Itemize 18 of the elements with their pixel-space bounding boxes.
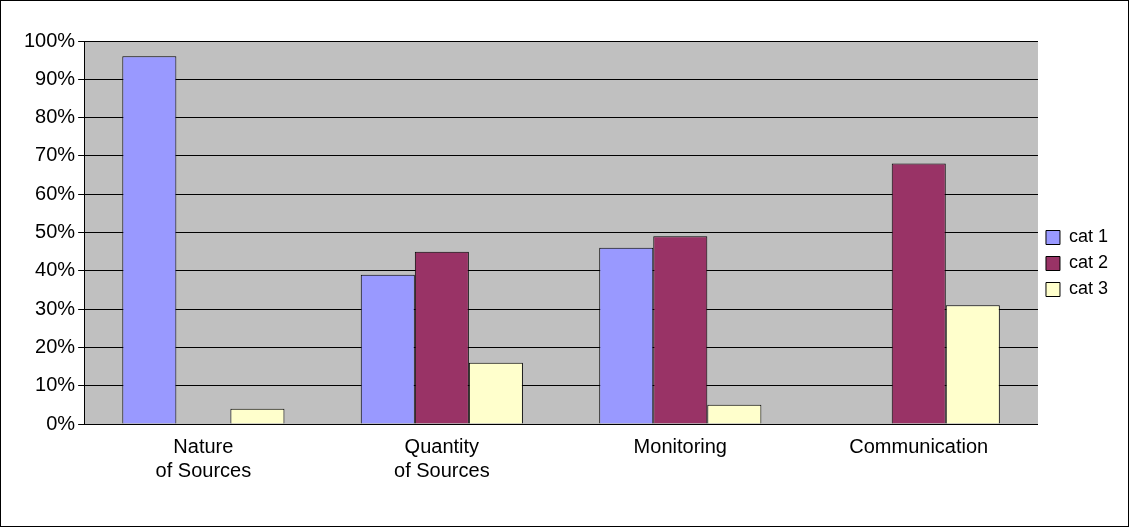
x-tick-label: Communication (849, 434, 989, 457)
x-tick-label: Monitoring (633, 434, 727, 457)
y-tick-label: 100% (24, 28, 76, 51)
y-tick-label: 40% (35, 258, 76, 281)
x-tick-label: Quantity of Sources (394, 434, 490, 481)
y-tick-label: 0% (46, 411, 76, 434)
x-tick-label: Nature of Sources (155, 434, 252, 481)
legend-label: cat 2 (1068, 252, 1109, 273)
y-tick-label: 10% (35, 373, 76, 396)
y-tick-label: 80% (35, 105, 76, 128)
y-tick-label: 20% (35, 334, 76, 357)
y-tick-label: 60% (35, 181, 76, 204)
y-tick-label: 50% (35, 220, 76, 243)
legend-label: cat 3 (1068, 278, 1109, 299)
legend-label: cat 1 (1068, 226, 1109, 247)
y-tick-label: 30% (35, 296, 76, 319)
y-tick-label: 90% (35, 66, 76, 89)
y-tick-label: 70% (35, 143, 76, 166)
